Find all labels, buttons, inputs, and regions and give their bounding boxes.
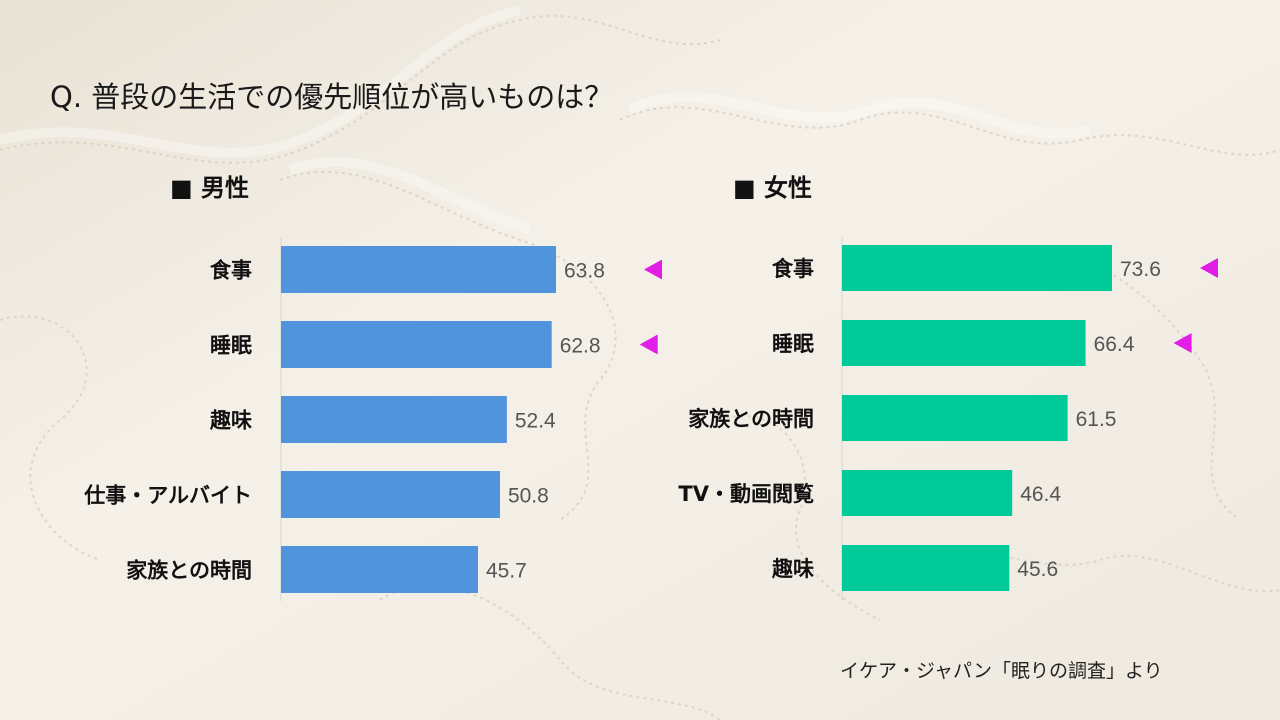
female-category-label: 家族との時間 [688, 407, 814, 431]
female-panel-title: ■ 女性 [733, 174, 813, 202]
female-category-label: 趣味 [771, 557, 814, 581]
male-panel-title: ■ 男性 [170, 174, 250, 202]
female-value-label: 61.5 [1076, 408, 1117, 431]
male-category-label: 睡眠 [210, 334, 252, 358]
male-highlight-marker [639, 334, 658, 355]
male-bar [281, 396, 507, 443]
source-credit: イケア・ジャパン「眠りの調査」より [840, 660, 1163, 682]
male-value-label: 52.4 [515, 410, 556, 433]
female-value-label: 66.4 [1094, 333, 1135, 356]
male-highlight-marker [644, 259, 662, 280]
male-value-label: 50.8 [508, 485, 549, 508]
female-value-label: 46.4 [1020, 483, 1061, 506]
male-bar [281, 246, 556, 293]
male-bar [281, 546, 478, 593]
female-highlight-marker [1200, 258, 1218, 278]
male-value-label: 45.7 [486, 560, 527, 583]
female-bar [842, 245, 1112, 291]
female-category-label: TV・動画閲覧 [678, 482, 814, 506]
male-value-label: 62.8 [560, 335, 601, 358]
male-category-label: 食事 [210, 259, 252, 283]
question-title: Q. 普段の生活での優先順位が高いものは？ [50, 80, 614, 114]
male-category-label: 趣味 [209, 409, 252, 433]
male-category-label: 家族との時間 [126, 559, 252, 583]
male-value-label: 63.8 [564, 260, 605, 283]
female-highlight-marker [1173, 333, 1192, 353]
female-bar [842, 545, 1010, 591]
female-bar [842, 470, 1013, 516]
male-category-label: 仕事・アルバイト [83, 484, 252, 508]
female-bar [842, 395, 1068, 441]
male-bar [281, 471, 500, 518]
female-value-label: 45.6 [1017, 558, 1058, 581]
female-bar [842, 320, 1086, 366]
female-category-label: 睡眠 [772, 332, 814, 356]
female-value-label: 73.6 [1120, 258, 1161, 281]
male-bar [281, 321, 552, 368]
female-category-label: 食事 [772, 257, 814, 281]
